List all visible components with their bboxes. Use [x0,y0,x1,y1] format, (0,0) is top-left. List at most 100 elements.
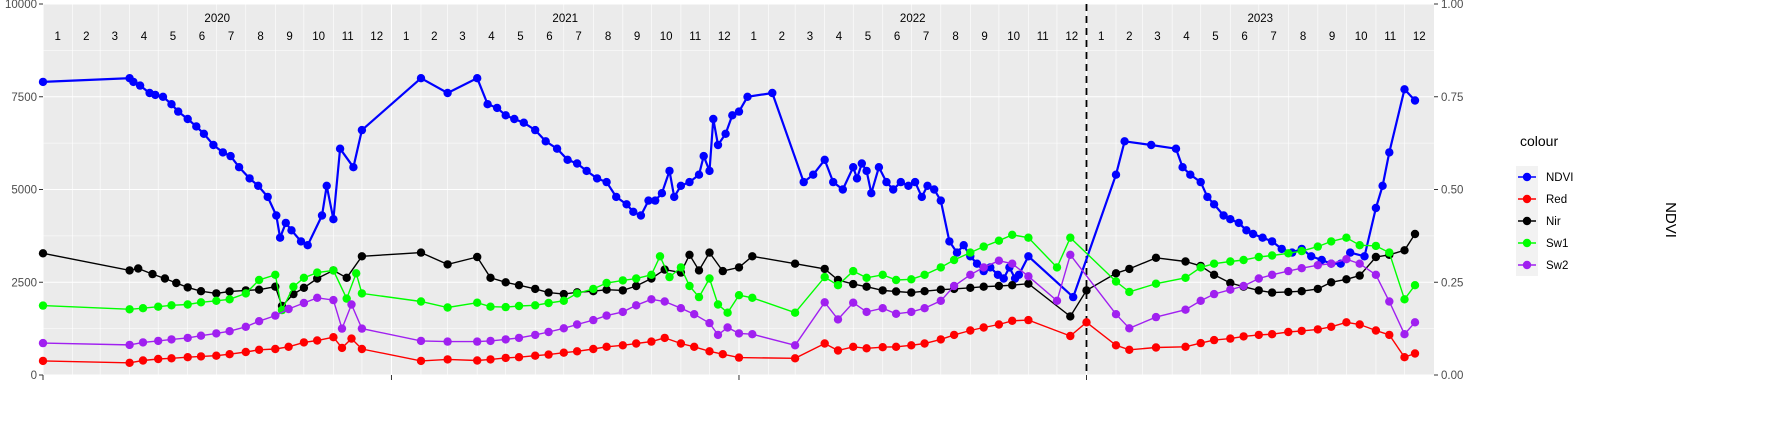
data-point [651,196,660,205]
data-point [183,333,192,343]
data-point [134,264,143,273]
month-label: 2 [779,31,785,43]
data-point [544,327,553,337]
data-point [723,323,732,332]
data-point [1024,279,1033,288]
data-point [592,174,602,183]
data-point [1239,332,1248,341]
data-point [878,286,887,295]
data-point [1313,325,1323,334]
series-red [38,315,1420,367]
data-point [936,296,945,305]
data-point [694,266,704,275]
data-point [1360,252,1369,261]
data-point [572,347,582,356]
data-point [618,307,627,317]
data-point [329,266,338,275]
data-point [1297,264,1306,273]
data-point [254,285,264,294]
data-point [1196,177,1205,187]
data-point [1024,233,1033,242]
data-point [357,324,367,333]
data-point [38,77,48,87]
data-point [790,308,800,317]
y2-tick-label: 0.75 [1441,92,1463,104]
data-point [734,263,744,272]
data-point [1400,330,1409,339]
data-point [357,289,367,298]
data-point [299,283,309,292]
data-point [272,211,281,220]
data-point [225,295,234,304]
data-point [254,317,264,326]
data-point [337,343,347,353]
data-point [514,333,524,343]
data-point [748,293,757,302]
data-point [212,289,221,298]
data-point [665,166,674,176]
data-point [1226,257,1235,266]
data-point [183,283,192,292]
data-point [1410,318,1420,327]
data-point [809,170,818,179]
data-point [552,144,562,153]
data-point [544,288,553,297]
data-point [790,354,800,363]
data-point [38,356,48,366]
data-point [492,103,502,113]
data-point [125,266,134,275]
legend-item-nir: Nir [1516,210,1561,232]
data-point [1226,285,1235,294]
data-point [357,252,367,261]
data-point [589,284,598,294]
data-point [329,215,338,224]
data-point [705,274,714,283]
data-point [949,281,959,291]
month-label: 2 [1126,31,1132,43]
data-point [1008,316,1017,325]
month-label: 10 [1007,31,1020,43]
data-point [225,327,234,336]
data-point [212,351,221,360]
data-point [531,351,540,360]
data-point [1267,251,1277,260]
month-label: 8 [1300,31,1306,43]
data-point [917,192,926,202]
data-point [531,330,540,340]
data-point [676,181,686,190]
legend-key-point [1522,194,1532,204]
data-point [1196,263,1205,272]
data-point [1254,274,1264,283]
legend-key-point [1522,172,1532,182]
data-point [748,252,757,261]
data-point [959,241,968,250]
data-point [852,174,862,183]
data-point [790,259,800,268]
data-point [1355,320,1364,329]
data-point [1151,343,1161,352]
data-point [602,285,611,294]
data-point [158,92,168,102]
data-point [1151,312,1161,322]
month-label: 8 [952,31,958,43]
data-point [473,356,482,365]
data-point [125,340,134,350]
legend-label: Nir [1546,216,1561,228]
data-point [1219,211,1228,220]
month-label: 3 [459,31,465,43]
data-point [1307,252,1316,261]
data-point [1234,218,1244,228]
y-tick-label: 5000 [11,185,37,197]
data-point [138,356,148,365]
y-tick-label: 2500 [11,277,37,289]
data-point [849,266,858,276]
data-point [949,330,959,340]
data-point [1327,259,1336,268]
data-point [271,344,280,354]
data-point [1297,326,1306,336]
month-label: 4 [488,31,495,43]
data-point [1239,255,1248,265]
data-point [1052,296,1062,305]
data-point [891,342,901,351]
